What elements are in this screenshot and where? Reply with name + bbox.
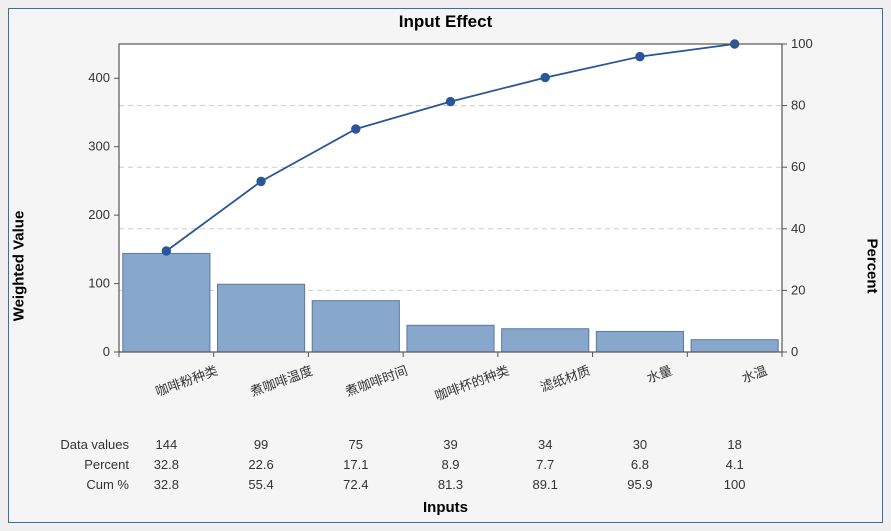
category-label: 咖啡粉种类 <box>153 360 221 400</box>
y-left-tick-label: 400 <box>88 70 110 85</box>
table-row: Cum % 32.8 55.4 72.4 81.3 89.1 95.9 100 <box>9 477 822 497</box>
table-cell: 32.8 <box>154 457 179 472</box>
bar <box>502 329 589 352</box>
bar <box>123 253 210 352</box>
table-cell: 72.4 <box>343 477 368 492</box>
table-row-header: Cum % <box>9 477 129 492</box>
y-left-tick-label: 0 <box>103 344 110 359</box>
table-cell: 30 <box>633 437 647 452</box>
table-cell: 34 <box>538 437 552 452</box>
table-cell: 7.7 <box>536 457 554 472</box>
data-table: Data values 144 99 75 39 34 30 18 Percent 32.8 22.… <box>9 437 822 497</box>
table-cell: 6.8 <box>631 457 649 472</box>
cumulative-marker <box>257 177 265 185</box>
table-cell: 32.8 <box>154 477 179 492</box>
y-right-tick-label: 0 <box>791 344 798 359</box>
category-label: 煮咖啡温度 <box>247 360 315 400</box>
table-row-header: Data values <box>9 437 129 452</box>
y-right-tick-label: 20 <box>791 282 805 297</box>
table-cell: 95.9 <box>627 477 652 492</box>
table-cell: 8.9 <box>441 457 459 472</box>
y-left-tick-label: 100 <box>88 276 110 291</box>
cumulative-marker <box>446 97 454 105</box>
table-row-header: Percent <box>9 457 129 472</box>
table-cell: 75 <box>349 437 363 452</box>
table-cell: 100 <box>724 477 746 492</box>
table-cell: 4.1 <box>726 457 744 472</box>
y-right-axis-label: Percent <box>864 238 881 293</box>
table-cell: 18 <box>727 437 741 452</box>
table-cell: 89.1 <box>533 477 558 492</box>
window: Input Effect Weighted Value Percent 0 100… <box>0 0 891 531</box>
chart-card: Input Effect Weighted Value Percent 0 100… <box>8 8 883 523</box>
bar <box>218 284 305 352</box>
y-left-tick-label: 300 <box>88 139 110 154</box>
cumulative-marker <box>352 125 360 133</box>
table-row: Data values 144 99 75 39 34 30 18 <box>9 437 822 457</box>
table-cell: 22.6 <box>248 457 273 472</box>
table-cell: 81.3 <box>438 477 463 492</box>
bar <box>596 331 683 352</box>
x-axis-label: Inputs <box>9 499 882 516</box>
table-cell: 17.1 <box>343 457 368 472</box>
category-label: 水温 <box>738 360 769 387</box>
plot-area: 0 100 200 300 400 0 20 40 60 80 100 <box>69 39 822 377</box>
y-left-tick-label: 200 <box>88 207 110 222</box>
y-right-tick-label: 60 <box>791 159 805 174</box>
table-cell: 99 <box>254 437 268 452</box>
cumulative-marker <box>541 73 549 81</box>
category-labels-row: 咖啡粉种类煮咖啡温度煮咖啡时间咖啡杯的种类滤纸材质水量水温 <box>69 360 822 400</box>
category-label: 滤纸材质 <box>537 360 592 396</box>
bar <box>312 301 399 352</box>
y-right-tick-label: 100 <box>791 39 813 51</box>
chart-title: Input Effect <box>9 9 882 32</box>
table-cell: 55.4 <box>248 477 273 492</box>
table-cell: 39 <box>443 437 457 452</box>
bar <box>691 340 778 352</box>
table-row: Percent 32.8 22.6 17.1 8.9 7.7 6.8 4.1 <box>9 457 822 477</box>
y-right-tick-label: 80 <box>791 98 805 113</box>
table-cell: 144 <box>155 437 177 452</box>
pareto-chart-svg: 0 100 200 300 400 0 20 40 60 80 100 <box>69 39 822 377</box>
cumulative-marker <box>636 52 644 60</box>
category-label: 水量 <box>643 360 674 387</box>
y-left-axis-label: Weighted Value <box>11 210 28 321</box>
cumulative-marker <box>162 247 170 255</box>
bar <box>407 325 494 352</box>
y-right-tick-label: 40 <box>791 221 805 236</box>
category-label: 煮咖啡时间 <box>342 360 410 400</box>
category-label: 咖啡杯的种类 <box>431 360 511 405</box>
